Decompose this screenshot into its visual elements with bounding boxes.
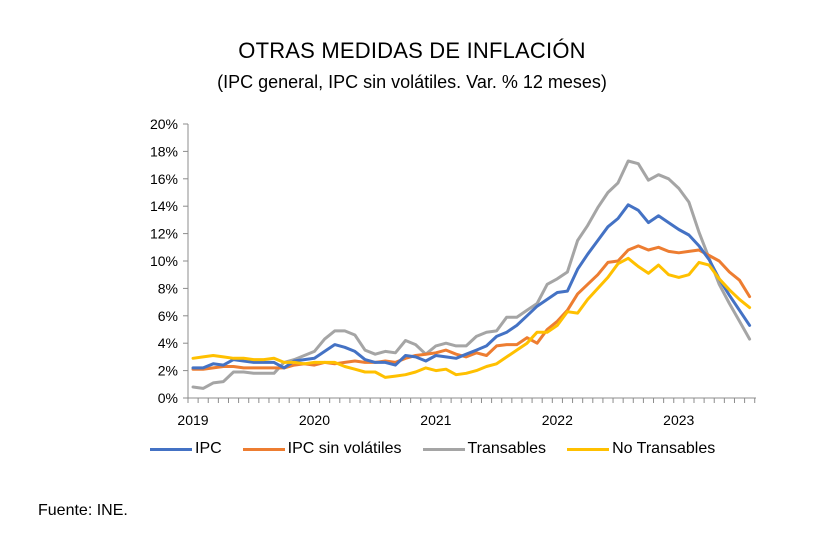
x-tick-label: 2022 [542, 412, 573, 428]
y-tick-label: 10% [150, 253, 178, 269]
y-tick-label: 20% [150, 116, 178, 132]
x-tick-label: 2023 [663, 412, 694, 428]
legend-label: IPC [195, 440, 222, 457]
legend-item: Transables [422, 440, 547, 458]
x-axis: 2019 2020 2021 2022 2023 [177, 397, 756, 428]
y-tick-label: 2% [158, 363, 178, 379]
y-tick-label: 6% [158, 308, 178, 324]
x-tick-label: 2020 [299, 412, 330, 428]
legend-swatch [567, 447, 610, 451]
x-tick-label: 2021 [420, 412, 451, 428]
y-tick-label: 18% [150, 143, 178, 159]
legend-item: IPC [150, 440, 222, 458]
legend-swatch [422, 447, 465, 451]
y-tick-label: 12% [150, 226, 178, 242]
legend: IPC IPC sin volátiles Transables No Transab… [150, 440, 736, 458]
legend-label: No Transables [612, 440, 716, 457]
y-tick-label: 14% [150, 198, 178, 214]
source-note: Fuente: INE. [38, 502, 128, 519]
legend-label: IPC sin volátiles [287, 440, 402, 457]
x-tick-label: 2019 [177, 412, 208, 428]
series-line-no-transables [191, 256, 752, 379]
y-axis: 0% 2% 4% 6% 8% 10% 12% 14% 16% 18% 20% [150, 116, 189, 406]
legend-swatch [150, 447, 192, 451]
y-tick-label: 4% [158, 335, 178, 351]
y-tick-label: 0% [158, 390, 178, 406]
chart-subtitle: (IPC general, IPC sin volátiles. Var. % … [217, 72, 607, 92]
legend-label: Transables [467, 440, 547, 457]
series-layer [191, 159, 752, 390]
legend-item: No Transables [567, 440, 715, 458]
y-tick-label: 16% [150, 171, 178, 187]
series-line-ipc [191, 203, 752, 370]
y-tick-label: 8% [158, 280, 178, 296]
legend-swatch [242, 447, 285, 451]
legend-item: IPC sin volátiles [242, 440, 402, 458]
chart-title: OTRAS MEDIDAS DE INFLACIÓN [238, 38, 586, 63]
